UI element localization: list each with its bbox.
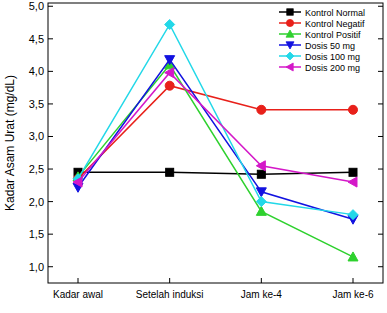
legend-label: Dosis 100 mg	[305, 52, 360, 62]
y-tick-right	[378, 103, 383, 104]
x-tick	[169, 278, 170, 283]
data-point	[73, 177, 82, 187]
y-tick-right	[378, 234, 383, 235]
x-tick-label: Kadar awal	[53, 289, 103, 300]
legend-marker	[287, 9, 293, 15]
data-point	[256, 161, 265, 171]
y-tick-label: 1,0	[29, 261, 44, 273]
x-tick	[353, 278, 354, 283]
chart: 1,0 1,5 2,0 2,5 3,0 3,5 4,0 4,5 5,0 Kadar awal Set…	[0, 0, 387, 313]
y-tick-label: 3,0	[29, 130, 44, 142]
data-point	[256, 206, 266, 215]
y-tick-label: 1,5	[29, 228, 44, 240]
y-tick-label: 3,5	[29, 98, 44, 110]
y-tick-right	[378, 266, 383, 267]
legend-label: Dosis 200 mg	[305, 63, 360, 73]
data-point	[165, 19, 175, 29]
data-point	[165, 56, 175, 65]
legend-marker	[286, 42, 294, 49]
legend-marker	[286, 19, 293, 26]
legend-marker	[286, 52, 294, 60]
y-tick	[48, 234, 53, 235]
data-point	[256, 197, 266, 207]
x-tick-label: Jam ke-4	[241, 289, 283, 300]
plot-frame	[48, 3, 383, 283]
legend-label: Kontrol Positif	[305, 30, 361, 40]
legend-label: Dosis 50 mg	[305, 41, 355, 51]
y-tick-label: 5,0	[29, 0, 44, 12]
legend-marker	[286, 30, 294, 37]
y-tick	[48, 6, 53, 7]
y-tick	[48, 266, 53, 267]
y-tick-right	[378, 201, 383, 202]
x-tick	[261, 278, 262, 283]
y-tick-right	[378, 136, 383, 137]
data-point	[257, 105, 266, 114]
data-point	[349, 168, 357, 176]
y-tick	[48, 169, 53, 170]
data-point	[257, 170, 265, 178]
y-tick	[48, 103, 53, 104]
y-tick-right	[378, 71, 383, 72]
data-point	[349, 105, 358, 114]
legend: Kontrol NormalKontrol NegatifKontrol Pos…	[279, 8, 365, 73]
y-tick-right	[378, 6, 383, 7]
series-line	[78, 65, 353, 257]
series-line	[78, 172, 353, 174]
data-point	[348, 210, 358, 220]
data-point	[165, 68, 174, 78]
y-axis-label: Kadar Asam Urat (mg/dL)	[3, 75, 17, 211]
y-tick	[48, 71, 53, 72]
y-tick	[48, 136, 53, 137]
y-tick-label: 4,5	[29, 33, 44, 45]
series-line	[78, 60, 353, 220]
data-point	[166, 168, 174, 176]
data-point	[348, 177, 357, 187]
data-point	[348, 252, 358, 261]
series-line	[78, 73, 353, 182]
x-tick-label: Setelah induksi	[136, 289, 204, 300]
legend-marker	[286, 63, 293, 71]
legend-label: Kontrol Negatif	[305, 19, 365, 29]
x-tick	[78, 278, 79, 283]
x-tick-label: Jam ke-6	[332, 289, 374, 300]
y-tick	[48, 38, 53, 39]
y-tick-right	[378, 169, 383, 170]
y-tick-right	[378, 38, 383, 39]
y-tick-label: 4,0	[29, 65, 44, 77]
data-point	[165, 81, 174, 90]
y-tick-label: 2,5	[29, 163, 44, 175]
legend-label: Kontrol Normal	[305, 8, 365, 18]
y-tick-label: 2,0	[29, 196, 44, 208]
y-tick	[48, 201, 53, 202]
